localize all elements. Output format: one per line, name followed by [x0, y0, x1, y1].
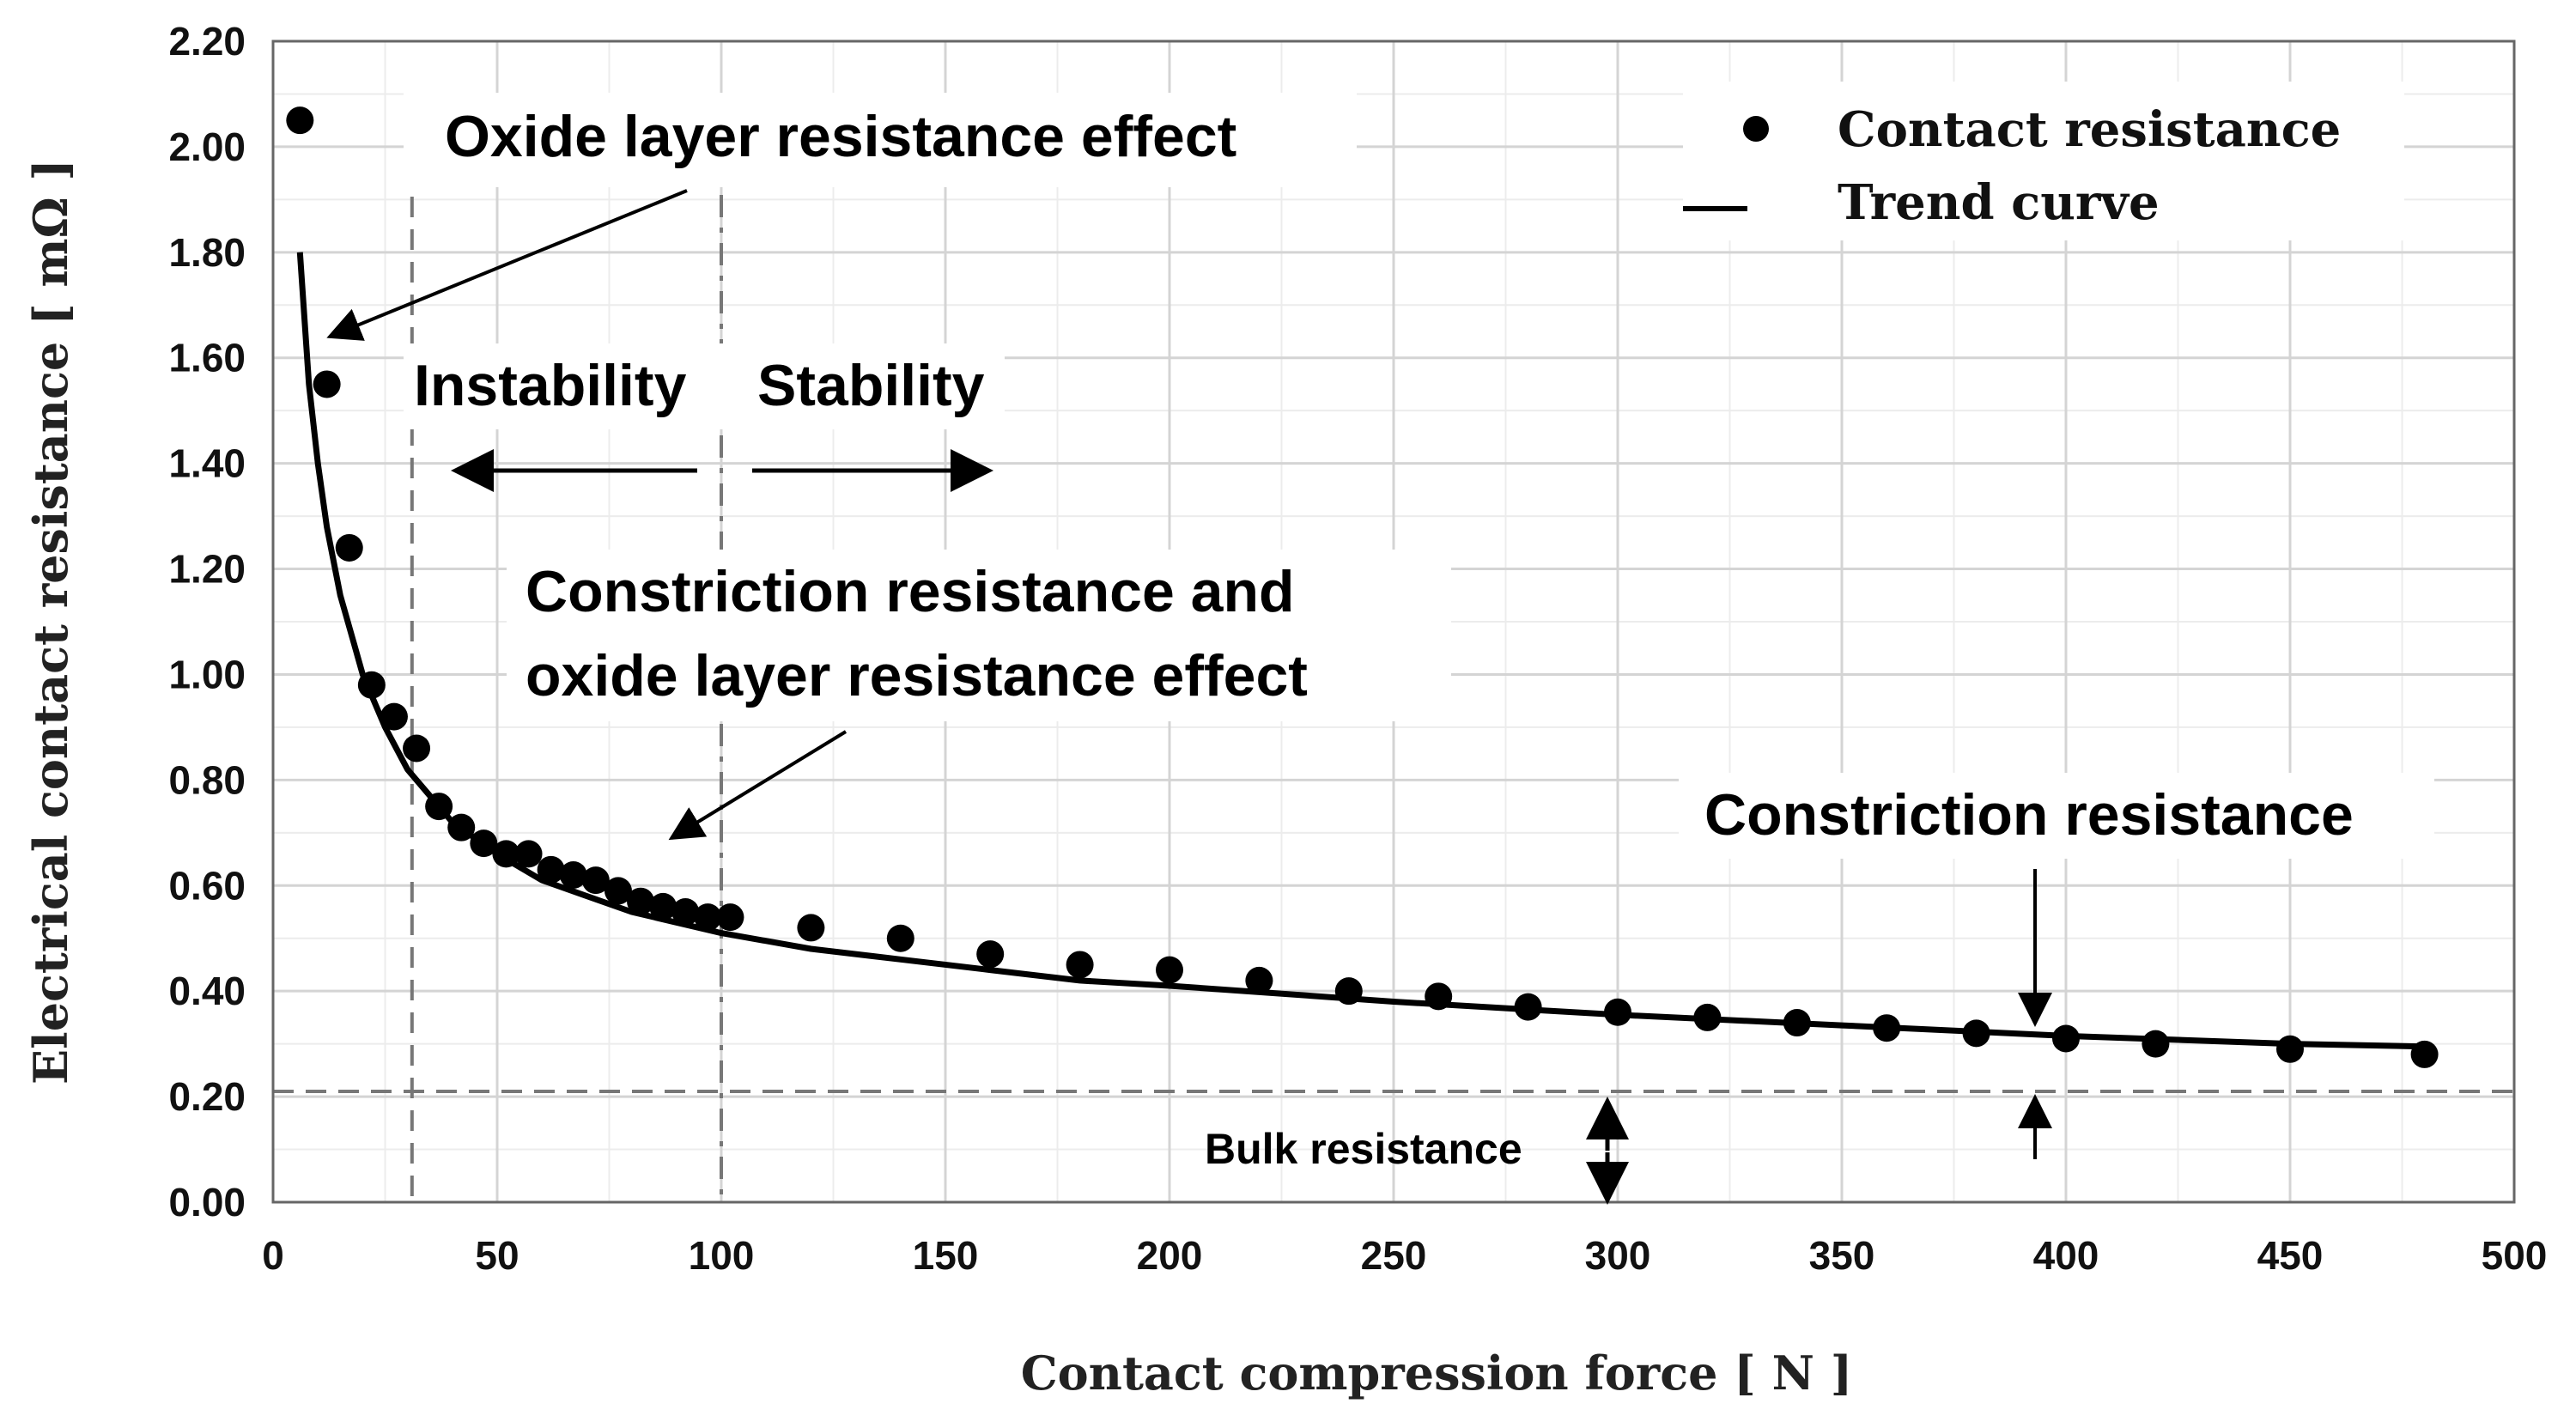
data-point — [447, 813, 476, 842]
arrow-oxide-layer — [326, 189, 688, 341]
data-point — [976, 940, 1005, 969]
data-point — [1604, 998, 1631, 1026]
data-point — [1245, 966, 1273, 994]
y-tick-label: 0.20 — [168, 1074, 246, 1119]
plot-frame — [271, 39, 2516, 1204]
y-tick-label: 1.80 — [168, 230, 246, 275]
data-points-group — [286, 106, 2439, 1068]
annotation-constriction: Constriction resistance — [1704, 782, 2354, 848]
data-point — [1066, 951, 1094, 979]
data-point — [492, 840, 520, 868]
trend-curve — [296, 252, 2425, 1050]
data-point — [537, 855, 565, 884]
y-tick-label: 1.00 — [168, 652, 246, 696]
data-point — [581, 866, 610, 895]
x-tick-label: 50 — [475, 1233, 519, 1278]
x-axis-title: Contact compression force [ N ] — [1021, 1346, 1853, 1401]
data-point — [627, 887, 655, 915]
data-point — [1693, 1003, 1722, 1031]
legend-label-trend-curve: Trend curve — [1838, 174, 2160, 231]
x-tick-label: 400 — [2033, 1233, 2099, 1278]
y-tick-label: 1.20 — [168, 547, 246, 592]
data-point — [335, 533, 363, 562]
data-point — [559, 860, 587, 889]
data-point — [286, 106, 314, 135]
x-tick-label: 450 — [2257, 1233, 2324, 1278]
data-point — [380, 702, 408, 731]
trend-curve-group — [296, 252, 2425, 1050]
data-point — [797, 914, 825, 942]
data-point — [1156, 956, 1183, 984]
y-tick-label: 1.60 — [168, 336, 246, 380]
annotation-instability: Instability — [414, 353, 687, 418]
annotation-bg-instability — [404, 343, 1005, 429]
annotation-bg-constriction — [1679, 773, 2434, 859]
y-tick-label: 0.60 — [168, 863, 246, 908]
data-point — [886, 924, 914, 952]
data-point — [2276, 1035, 2304, 1063]
x-tick-label: 150 — [913, 1233, 979, 1278]
x-tick-label: 500 — [2482, 1233, 2548, 1278]
annotation-bulk-resistance: Bulk resistance — [1205, 1125, 1522, 1173]
data-point — [2052, 1024, 2080, 1053]
annotation-oxide-layer: Oxide layer resistance effect — [445, 104, 1236, 169]
data-point — [1334, 977, 1363, 1006]
data-point — [1514, 993, 1542, 1021]
y-axis-title: Electrical contact resistance [ mΩ ] — [23, 159, 78, 1085]
legend-marker-contact-resistance — [1743, 116, 1769, 142]
data-point — [2410, 1040, 2439, 1068]
x-tick-label: 200 — [1137, 1233, 1203, 1278]
y-tick-label: 2.20 — [168, 19, 246, 64]
y-tick-labels: 0.00 0.20 0.40 0.60 0.80 1.00 1.20 1.40 1.60 1.80… — [168, 19, 246, 1224]
data-point — [604, 877, 632, 905]
annotation-constriction-oxide-line1: Constriction resistance and — [526, 559, 1295, 624]
y-tick-label: 1.40 — [168, 441, 246, 486]
data-point — [403, 734, 431, 763]
x-tick-label: 300 — [1585, 1233, 1651, 1278]
y-tick-label: 0.80 — [168, 757, 246, 802]
y-tick-label: 2.00 — [168, 125, 246, 169]
annotation-constriction-oxide-line2: oxide layer resistance effect — [526, 643, 1308, 708]
y-tick-label: 0.40 — [168, 969, 246, 1013]
x-tick-labels: 0 50 100 150 200 250 300 350 400 450 500 — [262, 1233, 2547, 1278]
data-point — [716, 903, 744, 932]
data-point — [470, 829, 498, 858]
data-point — [649, 892, 677, 921]
data-point — [313, 370, 341, 398]
x-tick-label: 250 — [1361, 1233, 1427, 1278]
data-point — [1425, 982, 1453, 1011]
data-point — [1873, 1014, 1901, 1042]
data-point — [1783, 1009, 1811, 1037]
data-point — [357, 671, 386, 699]
data-point — [2142, 1030, 2170, 1058]
legend-label-contact-resistance: Contact resistance — [1838, 101, 2341, 158]
data-point — [514, 840, 543, 868]
arrow-constriction-oxide — [668, 730, 848, 841]
data-point — [425, 793, 453, 821]
reference-lines — [273, 99, 2514, 1202]
legend-bg — [1683, 82, 2404, 240]
annotation-stability: Stability — [757, 353, 985, 418]
x-tick-label: 100 — [689, 1233, 755, 1278]
annotation-bg-oxide — [404, 93, 1357, 187]
annotation-bg-constriction-oxide — [507, 550, 1451, 721]
data-point — [671, 898, 700, 926]
data-point — [1962, 1019, 1990, 1048]
y-tick-label: 0.00 — [168, 1180, 246, 1224]
x-tick-label: 0 — [262, 1233, 284, 1278]
data-point — [694, 903, 722, 932]
x-tick-label: 350 — [1809, 1233, 1875, 1278]
